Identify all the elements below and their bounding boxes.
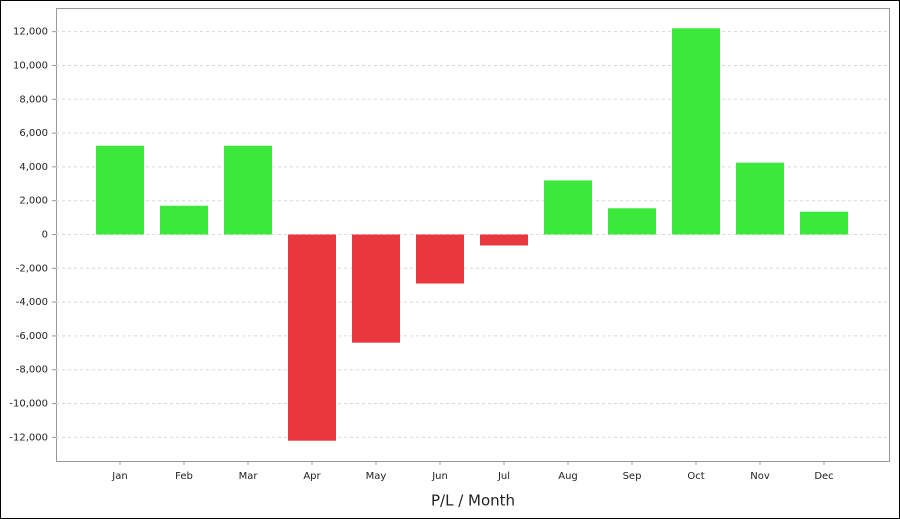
bar [672, 28, 720, 235]
y-tick-label: -8,000 [16, 365, 48, 376]
y-tick-label: -12,000 [9, 432, 48, 443]
x-tick-label: Jun [431, 471, 448, 482]
bar [480, 234, 528, 246]
x-tick-label: Oct [687, 471, 704, 482]
y-tick-label: 2,000 [19, 196, 48, 207]
x-tick-label: Aug [558, 471, 578, 482]
y-tick-label: 6,000 [19, 128, 48, 139]
bar [96, 145, 144, 235]
y-tick-label: 4,000 [19, 162, 48, 173]
bar [800, 211, 848, 235]
bar [736, 162, 784, 235]
x-tick-label: Jan [111, 471, 127, 482]
bar [608, 208, 656, 235]
bar [544, 180, 592, 235]
x-tick-label: Apr [303, 471, 321, 482]
x-tick-label: Jul [497, 471, 510, 482]
y-tick-label: -10,000 [9, 399, 48, 410]
bar [160, 205, 208, 235]
y-tick-label: 0 [42, 230, 48, 241]
bar [416, 234, 464, 284]
x-tick-label: Nov [750, 471, 770, 482]
x-tick-label: Sep [623, 471, 642, 482]
x-tick-label: Feb [175, 471, 193, 482]
y-tick-label: -4,000 [16, 297, 48, 308]
y-tick-label: -6,000 [16, 331, 48, 342]
x-axis-title: P/L / Month [431, 492, 515, 510]
x-tick-label: May [366, 471, 387, 482]
y-tick-label: -2,000 [16, 263, 48, 274]
y-tick-label: 12,000 [13, 27, 48, 38]
bar [224, 145, 272, 235]
bar [352, 234, 400, 343]
y-tick-label: 10,000 [13, 60, 48, 71]
bar [288, 234, 336, 441]
x-tick-label: Dec [814, 471, 833, 482]
y-tick-label: 8,000 [19, 94, 48, 105]
x-tick-label: Mar [239, 471, 259, 482]
